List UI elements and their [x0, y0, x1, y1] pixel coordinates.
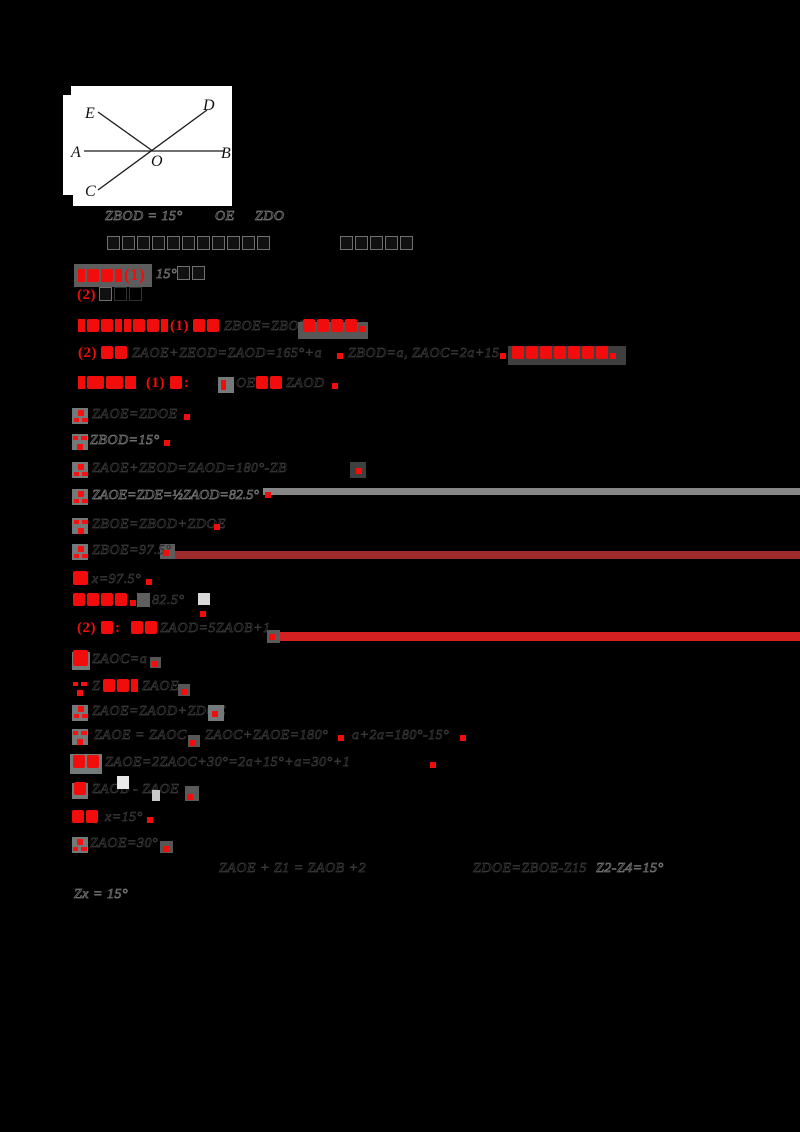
- svg-text:O: O: [151, 153, 163, 170]
- svg-text:D: D: [202, 97, 215, 114]
- svg-text:E: E: [84, 105, 95, 122]
- svg-text:C: C: [85, 183, 96, 200]
- svg-text:A: A: [70, 144, 81, 161]
- svg-text:B: B: [221, 145, 231, 162]
